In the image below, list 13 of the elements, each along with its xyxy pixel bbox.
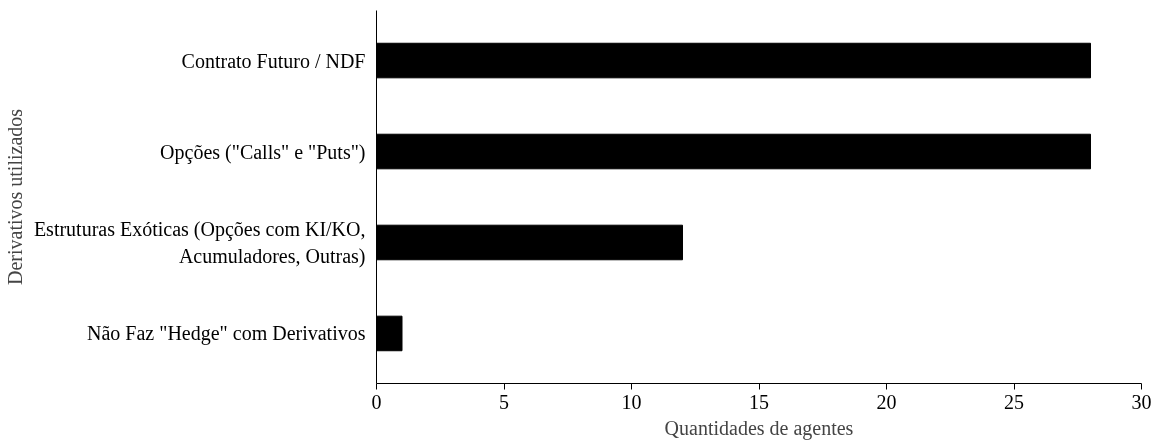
x-tick-label: 15 (749, 390, 769, 413)
x-tick-label: 0 (371, 390, 382, 413)
x-tick-label: 5 (499, 390, 509, 413)
y-tick-label: Contrato Futuro / NDF (181, 49, 366, 72)
x-tick-label: 25 (1004, 390, 1024, 413)
y-axis-title: Derivativos utilizados (3, 108, 26, 286)
y-tick-label: Não Faz "Hedge" com Derivativos (87, 322, 366, 346)
x-tick-label: 10 (621, 390, 642, 413)
x-axis-title: Quantidades de agentes (664, 416, 854, 440)
x-tick-label: 30 (1131, 390, 1152, 413)
y-tick-label: Estruturas Exóticas (Opções com KI/KO, Acumuladores, Outras) (33, 218, 366, 268)
x-tick-label: 20 (876, 390, 897, 413)
y-tick-label: Opções ("Calls" e "Puts") (160, 140, 366, 164)
